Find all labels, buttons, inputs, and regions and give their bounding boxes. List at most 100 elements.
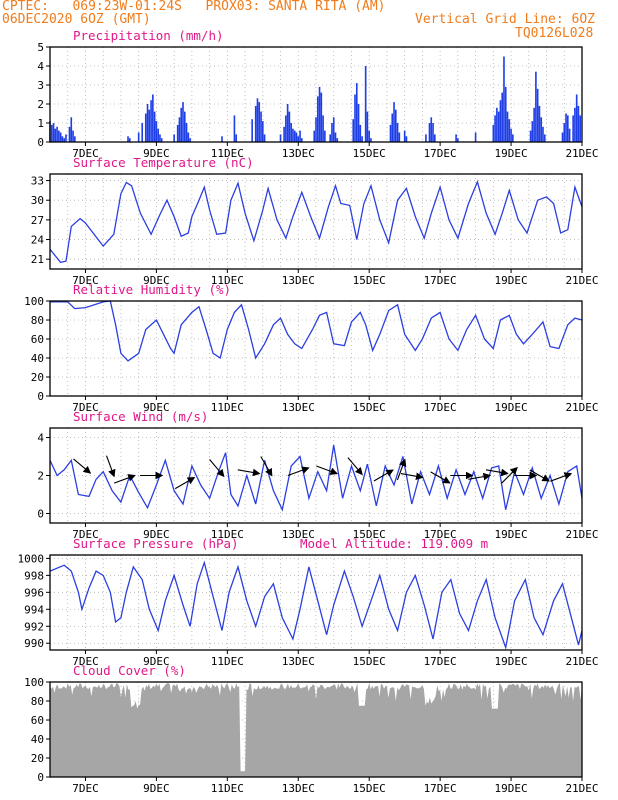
precip-bar — [128, 138, 131, 142]
precip-bar — [313, 130, 316, 142]
wind-vector — [113, 474, 136, 484]
precip-bar — [320, 92, 323, 142]
precip-bar — [299, 130, 301, 142]
precip-bar — [185, 123, 188, 142]
x-tick-label: 19DEC — [495, 782, 528, 795]
precip-bar — [260, 111, 262, 142]
x-tick-label: 9DEC — [143, 274, 170, 287]
precip-bar — [148, 109, 151, 142]
x-tick-label: 13DEC — [282, 147, 315, 160]
precip-bar — [425, 134, 427, 142]
y-tick-label: 60 — [31, 714, 44, 727]
precip-bar — [295, 132, 298, 142]
precip-bar — [543, 134, 546, 142]
x-tick-label: 21DEC — [565, 528, 598, 541]
precip-bar — [288, 111, 291, 142]
y-tick-label: 30 — [31, 194, 44, 207]
precip-bar — [432, 123, 434, 142]
precip-bar — [398, 132, 401, 142]
precip-bar — [357, 104, 360, 142]
precip-bar — [538, 105, 541, 142]
precip-bar — [286, 104, 289, 142]
precip-bar — [355, 83, 358, 142]
wind-vector — [73, 458, 92, 474]
x-tick-label: 19DEC — [495, 401, 528, 414]
precip-bar — [285, 115, 287, 142]
y-tick-label: 0 — [37, 136, 44, 149]
y-tick-label: 40 — [31, 733, 44, 746]
precip-bar — [258, 102, 261, 142]
x-tick-label: 15DEC — [353, 655, 386, 668]
precip-bar — [430, 117, 433, 142]
y-tick-label: 994 — [24, 603, 44, 616]
x-tick-label: 7DEC — [72, 147, 99, 160]
x-tick-label: 9DEC — [143, 528, 170, 541]
precip-bar — [455, 134, 457, 142]
x-tick-label: 19DEC — [495, 274, 528, 287]
precip-bar — [176, 124, 179, 142]
precip-bar — [72, 130, 74, 142]
series-line — [49, 179, 583, 264]
precip-bar — [359, 124, 362, 142]
precip-bar — [366, 111, 369, 142]
y-tick-label: 3 — [37, 79, 44, 92]
x-tick-label: 17DEC — [424, 782, 457, 795]
precip-bar — [152, 94, 154, 142]
precip-bar — [141, 123, 144, 142]
x-tick-label: 19DEC — [495, 655, 528, 668]
y-tick-label: 992 — [24, 620, 44, 633]
wind-vector — [347, 457, 363, 476]
precip-bar — [59, 132, 62, 142]
precip-bar — [501, 92, 504, 142]
y-tick-label: 996 — [24, 586, 44, 599]
y-tick-label: 4 — [37, 432, 44, 445]
y-tick-label: 0 — [37, 771, 44, 784]
precip-bar — [316, 96, 319, 142]
y-tick-label: 2 — [37, 98, 44, 111]
x-tick-label: 17DEC — [424, 401, 457, 414]
precip-bar — [173, 134, 175, 142]
precip-bar — [506, 111, 509, 142]
precip-bar — [352, 119, 355, 142]
y-tick-label: 24 — [31, 234, 45, 247]
precip-bar — [189, 138, 191, 142]
precip-bar — [63, 138, 65, 142]
precip-bar — [512, 134, 514, 142]
precip-bar — [180, 107, 183, 142]
x-tick-label: 15DEC — [353, 782, 386, 795]
y-tick-label: 0 — [37, 390, 44, 403]
precip-bar — [68, 126, 71, 142]
y-tick-label: 27 — [31, 214, 44, 227]
precip-bar — [74, 136, 76, 142]
precip-bar — [334, 132, 337, 142]
precip-bar — [403, 130, 406, 142]
precip-bar — [263, 134, 266, 142]
precip-bar — [290, 123, 292, 142]
x-tick-label: 11DEC — [211, 147, 244, 160]
precip-bar — [577, 105, 580, 142]
x-tick-label: 19DEC — [495, 147, 528, 160]
precip-bar — [127, 136, 129, 142]
x-tick-label: 9DEC — [143, 655, 170, 668]
panel-title: Surface Temperature (nC) — [73, 155, 254, 170]
precip-bar — [574, 107, 576, 142]
y-tick-label: 0 — [37, 508, 44, 521]
precip-bar — [54, 128, 57, 142]
x-tick-label: 7DEC — [72, 274, 99, 287]
y-tick-label: 20 — [31, 371, 44, 384]
precip-bar — [292, 128, 294, 142]
wind-vector — [316, 465, 339, 475]
precip-bar — [182, 102, 184, 142]
precip-bar — [52, 123, 55, 142]
x-tick-label: 21DEC — [565, 655, 598, 668]
precip-bar — [492, 124, 495, 142]
x-tick-label: 11DEC — [211, 401, 244, 414]
precip-bar — [159, 134, 161, 142]
wind-vector — [174, 477, 196, 490]
x-tick-label: 17DEC — [424, 528, 457, 541]
precip-bar — [494, 115, 496, 142]
wind-vector — [260, 456, 273, 477]
precip-bar — [160, 138, 163, 142]
precip-bar — [503, 56, 505, 142]
